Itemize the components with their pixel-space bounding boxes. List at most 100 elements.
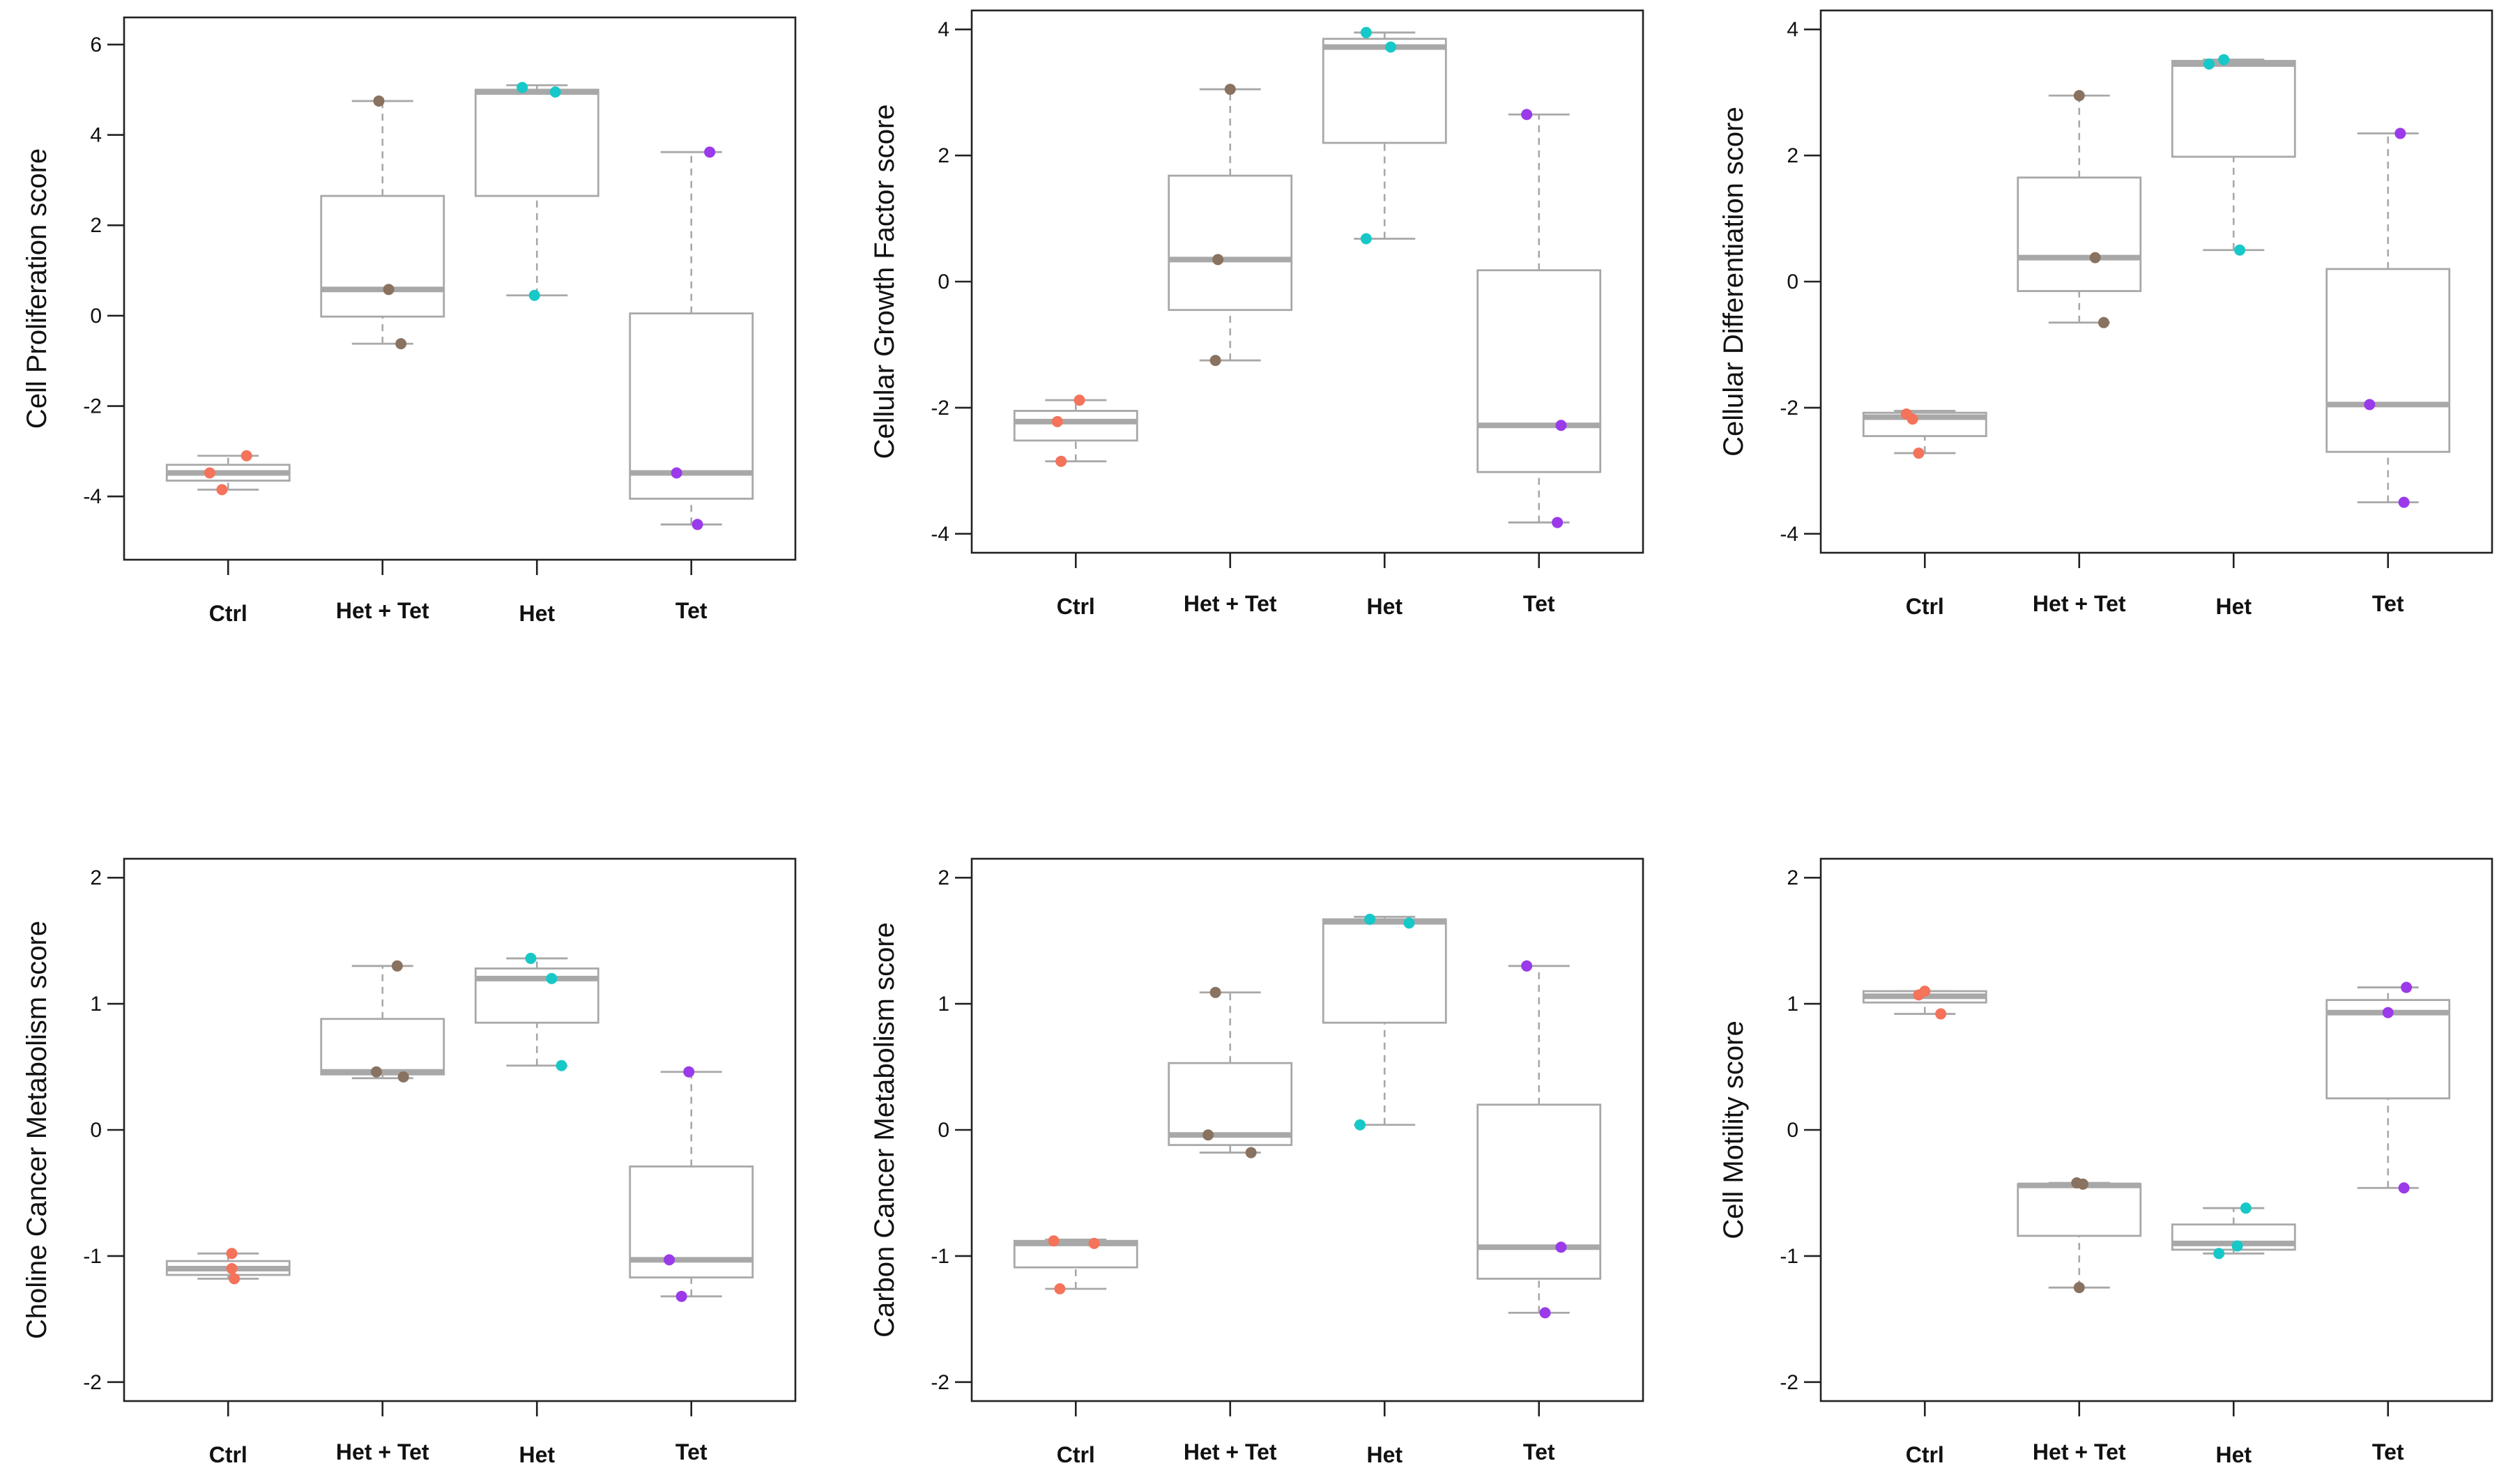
category-label: Ctrl	[1057, 1442, 1095, 1467]
data-point	[2364, 399, 2376, 411]
data-point	[2203, 58, 2215, 70]
data-point	[1913, 448, 1925, 459]
data-point	[1555, 1241, 1567, 1253]
data-point	[204, 467, 215, 479]
data-point	[525, 952, 537, 964]
y-tick-label: -4	[931, 523, 949, 546]
category-label: Tet	[675, 598, 708, 623]
data-point	[383, 284, 395, 296]
data-point	[2073, 90, 2085, 102]
data-point	[1209, 355, 1221, 367]
data-point	[216, 484, 228, 496]
y-axis-label: Cell Proliferation score	[22, 148, 52, 429]
data-point	[1360, 26, 1372, 38]
category-label: Ctrl	[209, 601, 247, 626]
data-point	[226, 1263, 238, 1275]
data-point	[240, 450, 252, 461]
data-point	[671, 467, 682, 479]
category-label: Het	[1366, 1442, 1403, 1467]
plot-frame	[1819, 857, 2493, 1402]
y-tick-label: -2	[931, 397, 949, 420]
panel-cellular-growth-factor: -4 -2 0 2 4 Ctrl Het + Tet Het Tet Cellular Growt…	[869, 9, 1644, 619]
category-label: Tet	[1523, 591, 1555, 616]
data-point	[1202, 1129, 1214, 1141]
y-tick-label: 4	[1787, 18, 1798, 41]
y-tick-label: -2	[83, 395, 102, 418]
data-point	[1212, 254, 1224, 266]
category-label: Ctrl	[209, 1442, 247, 1467]
category-label: Het	[519, 1442, 555, 1467]
y-tick-label: 0	[938, 1119, 949, 1142]
category-label: Het	[519, 601, 555, 626]
data-point	[675, 1290, 687, 1302]
category-label: Het	[1366, 594, 1403, 619]
y-tick-label: -1	[931, 1245, 949, 1268]
data-point	[1209, 986, 1221, 998]
y-axis-label: Choline Cancer Metabolism score	[22, 921, 52, 1339]
box	[2171, 59, 2296, 158]
data-point	[683, 1066, 695, 1078]
data-point	[2401, 981, 2413, 993]
data-point	[1360, 233, 1372, 245]
y-axis-label: Cellular Growth Factor score	[869, 104, 900, 459]
category-label: Tet	[1523, 1439, 1555, 1464]
box	[1168, 174, 1293, 312]
box	[320, 194, 445, 318]
y-tick-label: 2	[938, 866, 949, 889]
y-tick-label: -1	[83, 1245, 102, 1268]
y-tick-label: -2	[1780, 397, 1798, 420]
y-tick-label: 6	[90, 33, 102, 56]
y-tick-label: 0	[90, 305, 102, 328]
data-point	[549, 86, 561, 98]
category-label: Het	[2215, 594, 2252, 619]
y-tick-label: 4	[90, 124, 102, 147]
y-axis-label: Cell Motility score	[1718, 1020, 1749, 1239]
data-point	[1055, 455, 1067, 467]
data-point	[704, 146, 716, 158]
data-point	[2398, 496, 2410, 508]
box	[320, 1018, 445, 1076]
data-point	[1521, 960, 1533, 972]
box	[1013, 410, 1138, 442]
data-point	[1051, 415, 1063, 427]
category-label: Tet	[2372, 1439, 2404, 1464]
y-axis-label: Carbon Cancer Metabolism score	[869, 922, 900, 1338]
data-point	[1354, 1119, 1366, 1131]
data-point	[556, 1060, 567, 1071]
y-tick-label: 1	[938, 993, 949, 1016]
category-label: Tet	[675, 1439, 708, 1464]
category-label: Het + Tet	[2033, 591, 2126, 616]
data-point	[229, 1273, 240, 1285]
y-tick-label: -4	[1780, 523, 1798, 546]
category-label: Het + Tet	[336, 598, 429, 623]
category-label: Het	[2215, 1442, 2252, 1467]
panel-cell-motility: -2 -1 0 1 2 Ctrl Het + Tet Het Tet Cell Motility …	[1718, 857, 2493, 1467]
box	[1476, 269, 1602, 473]
data-point	[517, 82, 528, 93]
data-point	[397, 1071, 409, 1083]
category-label: Ctrl	[1057, 594, 1095, 619]
y-tick-label: 2	[90, 866, 102, 889]
data-point	[1088, 1237, 1100, 1249]
data-point	[2394, 128, 2406, 139]
category-label: Ctrl	[1906, 1442, 1944, 1467]
data-point	[1245, 1147, 1257, 1158]
data-point	[370, 1066, 382, 1078]
panel-choline-cancer-metabolism: -2 -1 0 1 2 Ctrl Het + Tet Het Tet Choline Cancer…	[22, 857, 797, 1467]
box	[2325, 268, 2451, 453]
category-label: Het + Tet	[1184, 591, 1277, 616]
plot-frame	[123, 857, 797, 1402]
y-tick-label: 0	[938, 270, 949, 293]
data-point	[1054, 1283, 1066, 1294]
y-tick-label: 2	[90, 214, 102, 237]
data-point	[226, 1248, 238, 1260]
data-point	[2218, 54, 2230, 66]
data-point	[2077, 1178, 2089, 1190]
box	[1168, 1062, 1293, 1147]
y-tick-label: 1	[1787, 993, 1798, 1016]
category-label: Het + Tet	[336, 1439, 429, 1464]
y-tick-label: -2	[1780, 1371, 1798, 1394]
category-label: Tet	[2372, 591, 2404, 616]
panel-cellular-differentiation: -4 -2 0 2 4 Ctrl Het + Tet Het Tet Cellular Diffe…	[1718, 9, 2493, 619]
data-point	[2073, 1282, 2085, 1294]
